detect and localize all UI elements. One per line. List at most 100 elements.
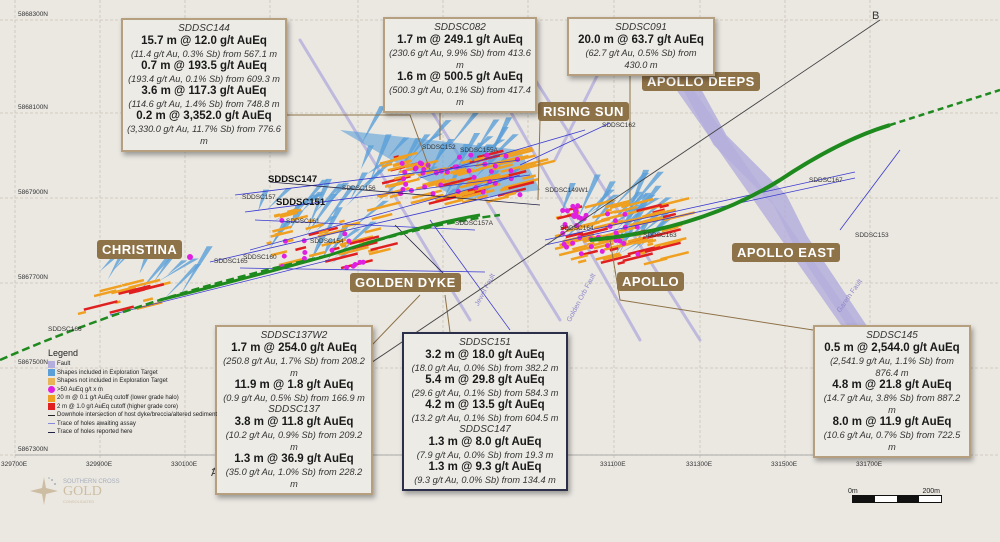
- grade-interval: [647, 242, 654, 247]
- hole-label: SDDSC157A: [455, 220, 493, 227]
- grade-interval: [628, 216, 662, 227]
- grade-interval: [371, 212, 393, 221]
- exploration-target-shape: [291, 194, 319, 211]
- high-grade-point: [503, 153, 509, 159]
- legend: Legend Fault Shapes included in Explorati…: [48, 348, 217, 437]
- high-grade-point: [433, 170, 439, 176]
- grade-interval: [605, 208, 613, 213]
- drill-hole-trace: [839, 149, 901, 231]
- high-grade-point: [484, 152, 490, 158]
- intercept: 3.2 m @ 18.0 g/t AuEq: [425, 349, 545, 361]
- exploration-target-shape: [322, 239, 335, 259]
- grade-interval: [143, 283, 165, 291]
- callout-sddsc082: SDDSC082 1.7 m @ 249.1 g/t AuEq (230.6 g/t…: [383, 17, 537, 113]
- grade-interval: [635, 217, 662, 227]
- intercept-detail: (29.6 g/t Au, 0.1% Sb) from 584.3 m: [411, 388, 559, 398]
- drill-hole-trace: [209, 189, 521, 263]
- high-grade-point: [617, 238, 623, 244]
- grade-interval: [313, 222, 324, 228]
- grade-interval: [286, 208, 298, 214]
- grade-interval: [109, 305, 135, 314]
- hole-label: SDDSC162: [602, 122, 636, 129]
- intercept-detail: (13.2 g/t Au, 0.1% Sb) from 604.5 m: [411, 413, 559, 423]
- legend-item: Trace of holes reported here: [48, 428, 217, 437]
- exploration-target-shape: [620, 194, 649, 217]
- high-grade-point: [622, 211, 628, 217]
- high-grade-point: [575, 203, 581, 209]
- high-grade-point: [398, 191, 404, 197]
- region-label-rising-sun: RISING SUN: [538, 102, 629, 121]
- legend-label: Shapes not included in Exploration Targe…: [57, 378, 168, 385]
- grade-interval: [616, 238, 648, 249]
- easting-label: 329700E: [1, 461, 28, 468]
- legend-swatch: [48, 394, 55, 402]
- hole-label: SDDSC147: [268, 174, 318, 185]
- grade-interval: [364, 227, 382, 234]
- region-label-apollo-east: APOLLO EAST: [732, 243, 840, 262]
- high-grade-point: [621, 240, 627, 246]
- grade-interval: [565, 231, 584, 239]
- grade-interval: [636, 203, 662, 213]
- intercept: 4.8 m @ 21.8 g/t AuEq: [832, 379, 952, 391]
- high-grade-point: [560, 207, 566, 213]
- drill-hole-trace: [519, 122, 611, 166]
- grade-interval: [93, 289, 117, 298]
- grade-interval: [333, 246, 340, 251]
- grade-interval: [370, 241, 399, 252]
- high-grade-point: [342, 231, 348, 237]
- grade-interval: [654, 236, 687, 248]
- high-grade-point: [634, 224, 640, 230]
- callout-sddsc091: SDDSC091 20.0 m @ 63.7 g/t AuEq (62.7 g/t …: [567, 17, 715, 76]
- high-grade-point: [301, 256, 307, 262]
- high-grade-point: [329, 247, 335, 253]
- legend-title: Legend: [48, 348, 79, 358]
- intercept-detail: (230.6 g/t Au, 9.9% Sb) from 413.6 m: [389, 48, 531, 70]
- intercept: 4.2 m @ 13.5 g/t AuEq: [425, 399, 545, 411]
- exploration-target-shape: [313, 207, 343, 258]
- section-label-a: A: [211, 467, 218, 479]
- grade-interval: [387, 163, 412, 172]
- exploration-target-shape: [258, 189, 270, 212]
- grade-interval: [366, 201, 401, 212]
- intercept-detail: (11.4 g/t Au, 0.3% Sb) from 567.1 m: [130, 49, 278, 59]
- grade-interval: [393, 172, 415, 181]
- callout-hole-id: SDDSC147: [459, 424, 511, 435]
- grade-interval: [439, 176, 473, 188]
- high-grade-point: [562, 222, 568, 228]
- exploration-target-shape: [368, 134, 392, 187]
- intercept: 0.2 m @ 3,352.0 g/t AuEq: [136, 110, 272, 122]
- legend-label: Fault: [57, 361, 71, 368]
- high-grade-point: [570, 240, 576, 246]
- grade-interval: [455, 190, 475, 198]
- grade-interval: [617, 260, 625, 265]
- logo-line1: SOUTHERN CROSS: [63, 478, 120, 485]
- legend-item: Shapes included in Exploration Target: [48, 369, 217, 378]
- grade-interval: [643, 257, 668, 266]
- high-grade-point: [281, 253, 287, 259]
- grade-interval: [99, 284, 123, 293]
- intercept-detail: (14.7 g/t Au, 3.8% Sb) from 887.2 m: [823, 393, 961, 415]
- high-grade-point: [488, 168, 494, 174]
- logo-line2: GOLD: [63, 483, 102, 499]
- section-label-b: B: [872, 10, 880, 22]
- high-grade-point: [403, 181, 409, 187]
- high-grade-point: [413, 165, 419, 171]
- grade-interval: [605, 199, 631, 209]
- exploration-target-shape: [563, 219, 587, 241]
- legend-label: 2 m @ 1.0 g/t AuEq cutoff (higher grade …: [57, 403, 179, 410]
- high-grade-point: [605, 211, 611, 217]
- intercept-detail: (193.4 g/t Au, 0.1% Sb) from 609.3 m: [128, 74, 280, 84]
- grade-interval: [378, 193, 388, 199]
- exploration-target-shape: [323, 185, 356, 226]
- high-grade-point: [420, 170, 426, 176]
- exploration-target-shape: [360, 145, 375, 170]
- high-grade-point: [187, 254, 193, 260]
- callout-hole-id: SDDSC151: [459, 337, 511, 348]
- hole-label: SDDSC156: [342, 185, 376, 192]
- high-grade-point: [564, 244, 570, 250]
- intercept-detail: (9.3 g/t Au, 0.0% Sb) from 134.4 m: [414, 475, 556, 485]
- intercept-detail: (114.6 g/t Au, 1.4% Sb) from 748.8 m: [128, 99, 280, 109]
- intercept: 1.7 m @ 254.0 g/t AuEq: [231, 342, 357, 354]
- easting-label: 331100E: [600, 461, 626, 468]
- hole-label: SDDSC163: [643, 232, 677, 239]
